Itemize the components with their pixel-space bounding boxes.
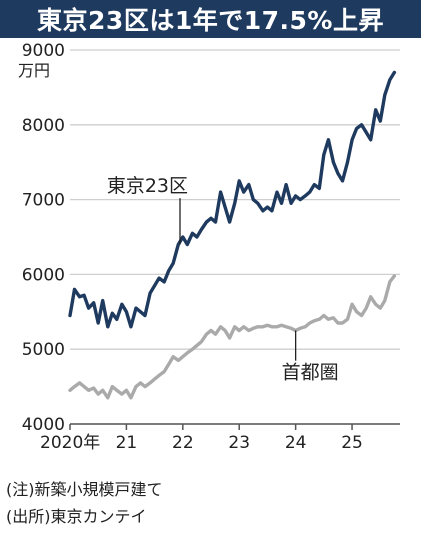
y-tick-label: 7000 <box>22 191 65 211</box>
note-source: (出所)東京カンテイ <box>6 507 147 526</box>
x-tick-label: 25 <box>341 433 363 453</box>
y-unit-label: 万円 <box>18 61 50 80</box>
y-tick-label: 4000 <box>22 415 65 435</box>
x-tick-label: 24 <box>285 433 307 453</box>
series-line-tokyo23 <box>68 70 397 329</box>
y-tick-label: 8000 <box>22 116 65 136</box>
chart-title: 東京23区は1年で17.5%上昇 <box>0 0 421 38</box>
series-label-tokyo23: 東京23区 <box>107 175 188 197</box>
y-tick-label: 9000 <box>22 41 65 61</box>
series-label-shutoken: 首都圏 <box>282 362 339 384</box>
grid-layer <box>70 49 400 425</box>
x-tick-label: 22 <box>172 433 194 453</box>
series-layer <box>68 70 397 400</box>
x-tick-label: 21 <box>116 433 138 453</box>
y-tick-label: 5000 <box>22 340 65 360</box>
x-tick-label: 23 <box>228 433 250 453</box>
x-tick-label: 2020年 <box>40 433 100 453</box>
series-line-shutoken <box>68 274 397 400</box>
note-footnote: (注)新築小規模戸建て <box>6 480 163 499</box>
y-tick-label: 6000 <box>22 265 65 285</box>
